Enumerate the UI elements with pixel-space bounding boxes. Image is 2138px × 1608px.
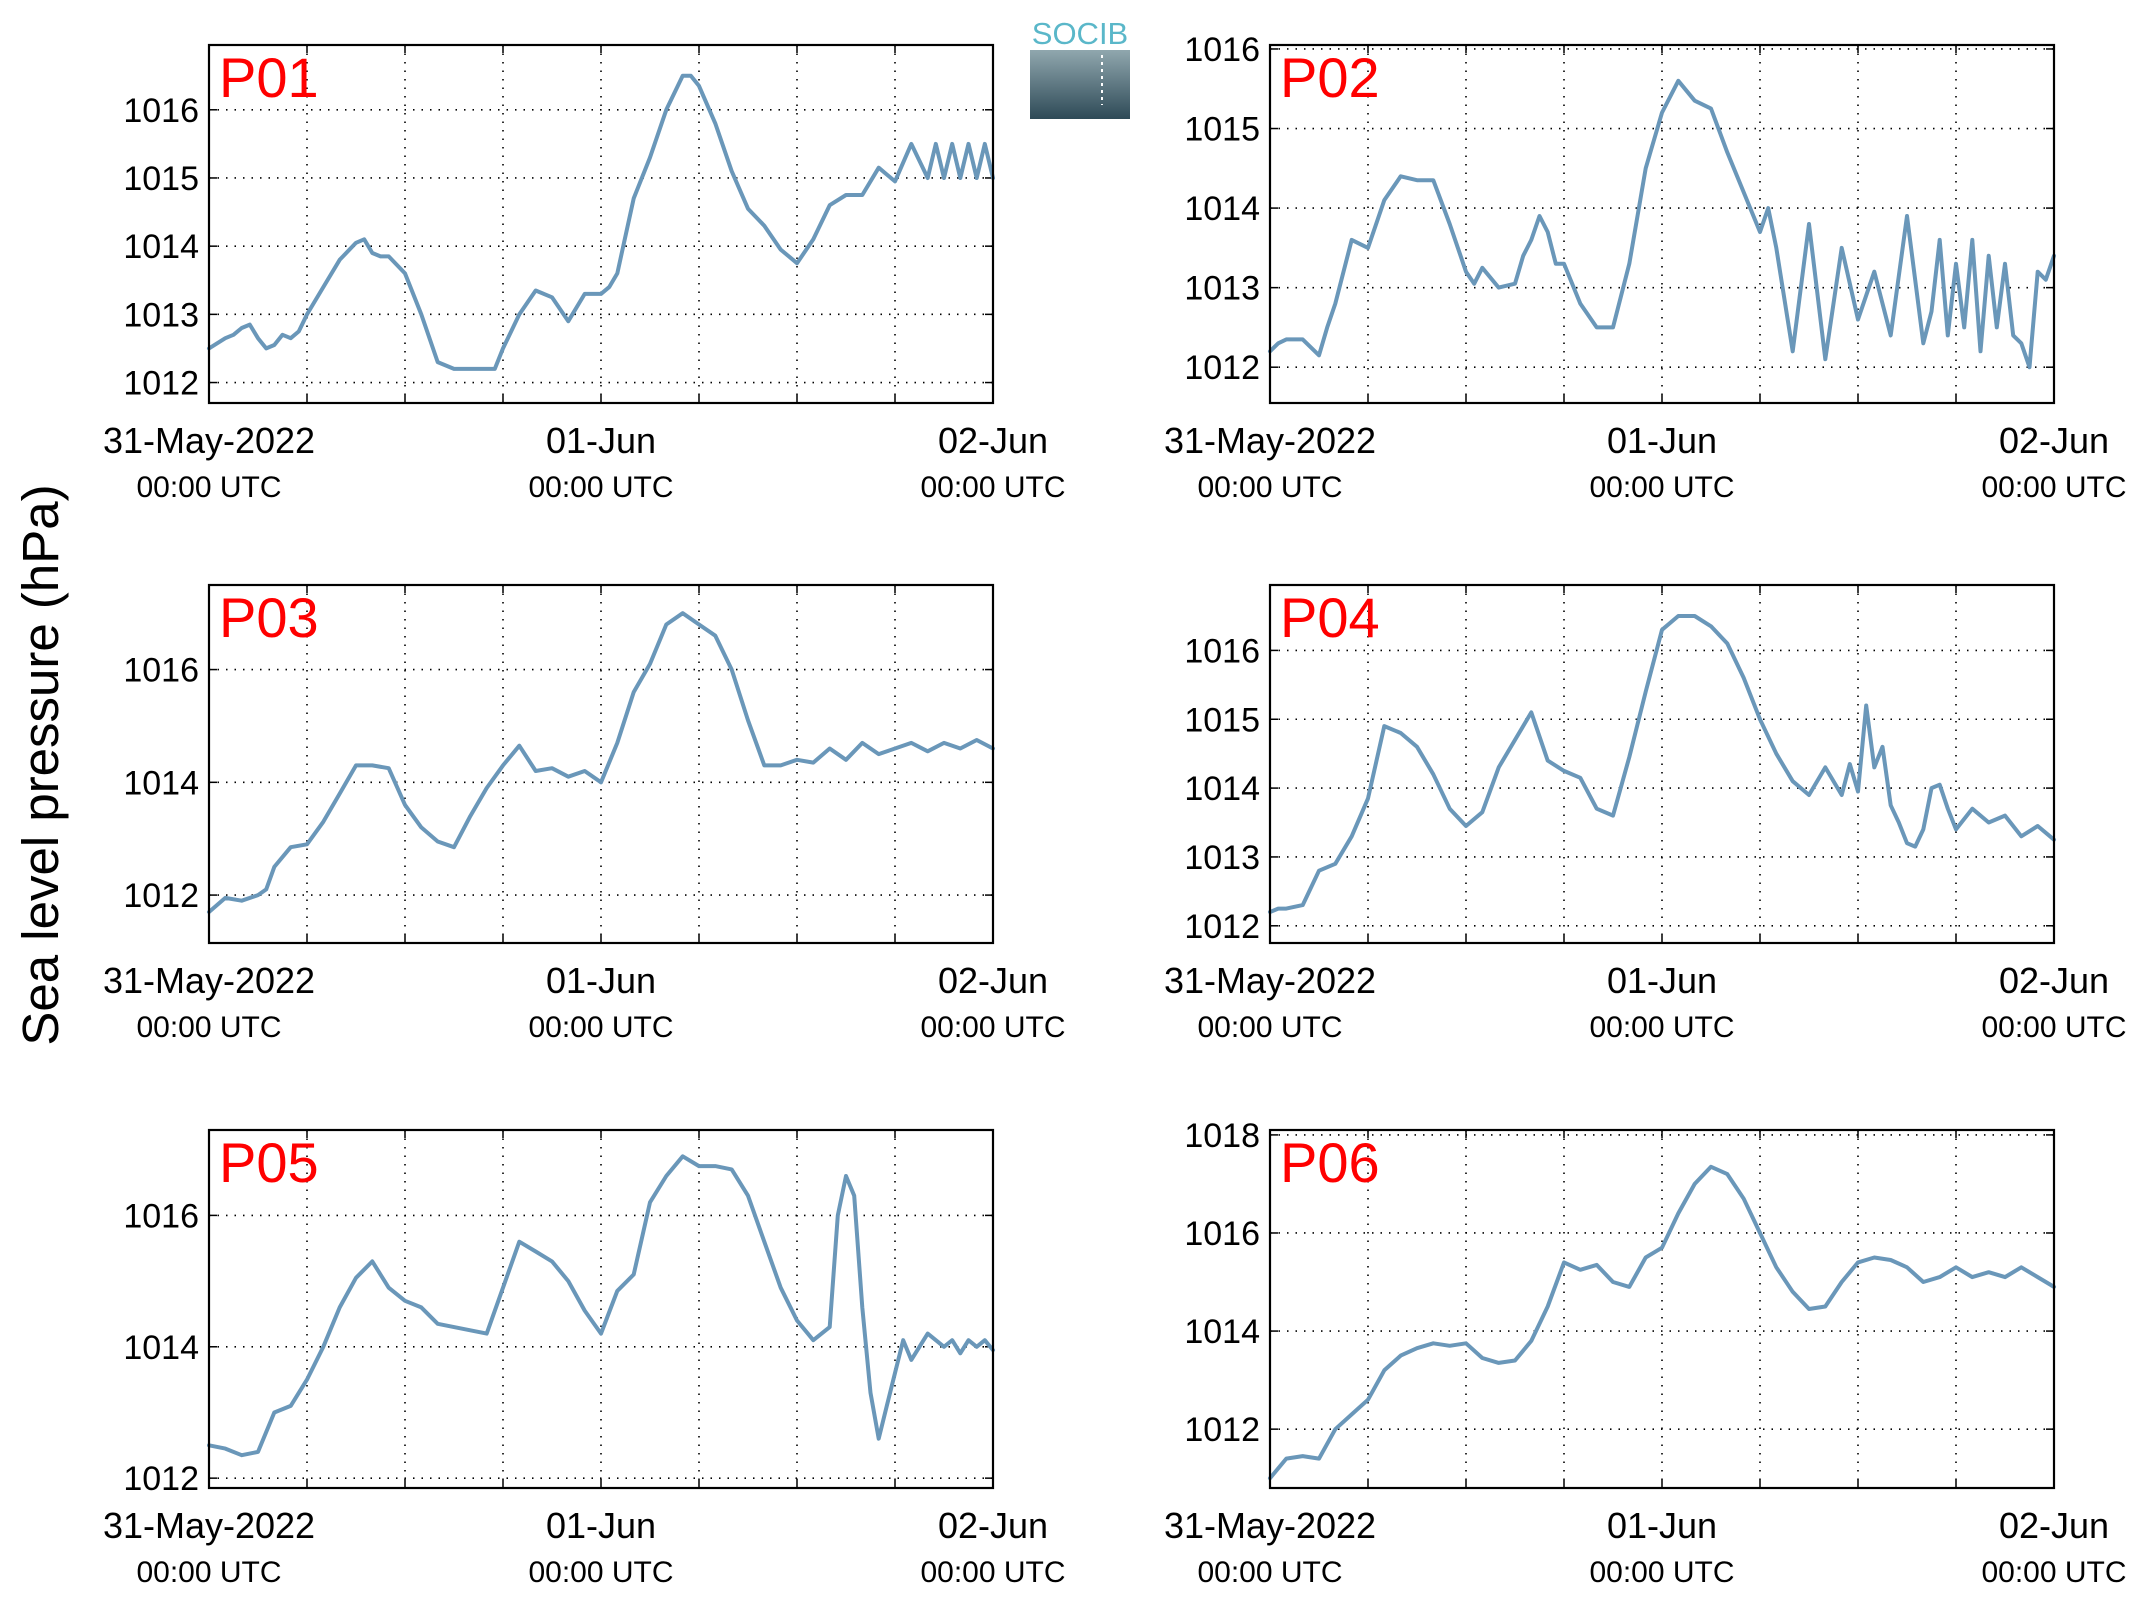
x-tick-label: 02-Jun bbox=[938, 1505, 1048, 1546]
panel-p04: 1012 1013 1014 1015 1016 P04 31-May-2022 00:00 … bbox=[1164, 583, 2127, 1044]
x-tick-sublabel: 00:00 UTC bbox=[1981, 1556, 2126, 1589]
series-line bbox=[207, 1154, 995, 1458]
series-line bbox=[1268, 78, 2056, 370]
x-tick-label: 01-Jun bbox=[1607, 420, 1717, 461]
y-tick-label: 1012 bbox=[123, 1460, 199, 1498]
y-tick-label: 1016 bbox=[1184, 632, 1260, 670]
logo-text: SOCIB bbox=[1032, 16, 1128, 51]
x-tick-sublabel: 00:00 UTC bbox=[528, 471, 673, 504]
y-tick-label: 1014 bbox=[123, 228, 199, 266]
x-tick-sublabel: 00:00 UTC bbox=[1589, 471, 1734, 504]
y-tick-label: 1012 bbox=[123, 877, 199, 915]
x-tick-sublabel: 00:00 UTC bbox=[920, 1556, 1065, 1589]
panel-label: P04 bbox=[1280, 586, 1380, 649]
y-tick-label: 1012 bbox=[1184, 349, 1260, 387]
panel-label: P05 bbox=[219, 1131, 319, 1194]
y-tick-label: 1014 bbox=[123, 1329, 199, 1367]
x-tick-label: 01-Jun bbox=[546, 420, 656, 461]
y-tick-label: 1014 bbox=[1184, 1313, 1260, 1351]
series-line bbox=[207, 611, 995, 914]
x-tick-sublabel: 00:00 UTC bbox=[136, 1556, 281, 1589]
x-tick-sublabel: 00:00 UTC bbox=[528, 1556, 673, 1589]
panel-p02: 1012 1013 1014 1015 1016 P02 31-May-2022 00:00 … bbox=[1164, 31, 2127, 504]
panel-p01: 1012 1013 1014 1015 1016 P01 31-May-2022 00:00 … bbox=[103, 43, 1066, 504]
x-tick-sublabel: 00:00 UTC bbox=[528, 1011, 673, 1044]
y-tick-label: 1018 bbox=[1184, 1117, 1260, 1155]
x-tick-label: 31-May-2022 bbox=[1164, 1505, 1376, 1546]
y-tick-label: 1012 bbox=[123, 365, 199, 403]
panel-p05: 1012 1014 1016 P05 31-May-2022 00:00 UTC 01-Ju… bbox=[103, 1128, 1066, 1589]
x-tick-label: 02-Jun bbox=[1999, 1505, 2109, 1546]
y-tick-label: 1014 bbox=[123, 764, 199, 802]
panels-group: 1012 1013 1014 1015 1016 P01 31-May-2022 00:00 … bbox=[103, 31, 2127, 1589]
y-tick-label: 1012 bbox=[1184, 1411, 1260, 1449]
axes-box bbox=[1268, 43, 2056, 405]
axes-box bbox=[207, 43, 995, 405]
x-tick-label: 31-May-2022 bbox=[103, 420, 315, 461]
y-tick-label: 1016 bbox=[1184, 31, 1260, 69]
panel-p03: 1012 1014 1016 P03 31-May-2022 00:00 UTC 01-Ju… bbox=[103, 583, 1066, 1044]
series-line bbox=[207, 73, 995, 371]
y-tick-label: 1012 bbox=[1184, 908, 1260, 946]
x-tick-label: 01-Jun bbox=[1607, 1505, 1717, 1546]
x-tick-label: 31-May-2022 bbox=[1164, 420, 1376, 461]
y-axis-label: Sea level pressure (hPa) bbox=[12, 484, 69, 1045]
y-tick-label: 1013 bbox=[1184, 839, 1260, 877]
y-tick-label: 1014 bbox=[1184, 770, 1260, 808]
x-tick-label: 02-Jun bbox=[938, 960, 1048, 1001]
x-tick-sublabel: 00:00 UTC bbox=[1981, 1011, 2126, 1044]
y-tick-label: 1015 bbox=[1184, 701, 1260, 739]
y-tick-label: 1016 bbox=[123, 92, 199, 130]
y-tick-label: 1013 bbox=[123, 296, 199, 334]
x-tick-label: 01-Jun bbox=[546, 960, 656, 1001]
axes-box bbox=[207, 1128, 995, 1490]
x-tick-sublabel: 00:00 UTC bbox=[1197, 1556, 1342, 1589]
x-tick-label: 02-Jun bbox=[1999, 960, 2109, 1001]
x-tick-label: 01-Jun bbox=[1607, 960, 1717, 1001]
y-tick-label: 1013 bbox=[1184, 270, 1260, 308]
x-tick-label: 31-May-2022 bbox=[103, 1505, 315, 1546]
axes-box bbox=[207, 583, 995, 945]
x-tick-sublabel: 00:00 UTC bbox=[1589, 1556, 1734, 1589]
panel-p06: 1012 1014 1016 1018 P06 31-May-2022 00:00 UTC 0… bbox=[1164, 1117, 2127, 1589]
axes-box bbox=[1268, 1128, 2056, 1490]
y-tick-label: 1016 bbox=[123, 1197, 199, 1235]
x-tick-sublabel: 00:00 UTC bbox=[1197, 1011, 1342, 1044]
x-tick-sublabel: 00:00 UTC bbox=[920, 471, 1065, 504]
logo-text-band bbox=[1030, 14, 1130, 50]
x-tick-label: 02-Jun bbox=[1999, 420, 2109, 461]
x-tick-label: 31-May-2022 bbox=[103, 960, 315, 1001]
y-tick-label: 1014 bbox=[1184, 190, 1260, 228]
x-tick-sublabel: 00:00 UTC bbox=[1981, 471, 2126, 504]
x-tick-sublabel: 00:00 UTC bbox=[920, 1011, 1065, 1044]
panel-label: P03 bbox=[219, 586, 319, 649]
series-line bbox=[1268, 1164, 2056, 1481]
x-tick-sublabel: 00:00 UTC bbox=[136, 471, 281, 504]
x-tick-label: 01-Jun bbox=[546, 1505, 656, 1546]
axes-box bbox=[1268, 583, 2056, 945]
series-line bbox=[1268, 614, 2056, 914]
panel-label: P06 bbox=[1280, 1131, 1380, 1194]
panel-label: P01 bbox=[219, 46, 319, 109]
panel-label: P02 bbox=[1280, 46, 1380, 109]
x-tick-label: 31-May-2022 bbox=[1164, 960, 1376, 1001]
x-tick-sublabel: 00:00 UTC bbox=[1589, 1011, 1734, 1044]
y-tick-label: 1016 bbox=[123, 652, 199, 690]
y-tick-label: 1015 bbox=[1184, 111, 1260, 149]
socib-logo: SOCIB bbox=[1030, 14, 1130, 119]
x-tick-sublabel: 00:00 UTC bbox=[1197, 471, 1342, 504]
y-tick-label: 1016 bbox=[1184, 1215, 1260, 1253]
x-tick-sublabel: 00:00 UTC bbox=[136, 1011, 281, 1044]
x-tick-label: 02-Jun bbox=[938, 420, 1048, 461]
y-tick-label: 1015 bbox=[123, 160, 199, 198]
